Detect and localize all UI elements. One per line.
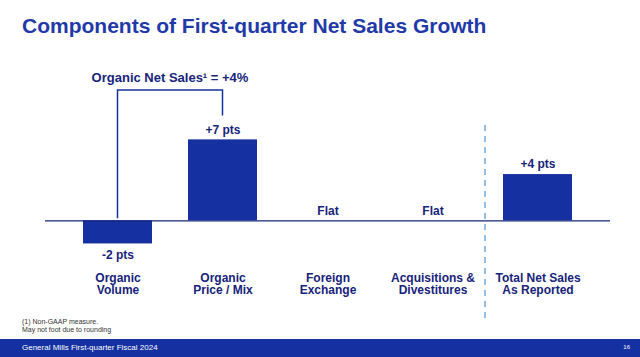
html-text:General Mills First-quarter Fi: General Mills First-quarter Fiscal 2024 (22, 343, 158, 352)
svg-text:Flat: Flat (422, 204, 443, 218)
html-text:Components of First-quarter Ne: Components of First-quarter Net Sales Gr… (22, 14, 487, 37)
svg-text:+4 pts: +4 pts (520, 157, 555, 171)
svg-text:+7 pts: +7 pts (205, 123, 240, 137)
svg-text:Flat: Flat (317, 204, 338, 218)
svg-text:-2 pts: -2 pts (102, 248, 134, 262)
svg-text:ForeignExchange: ForeignExchange (300, 271, 357, 297)
svg-text:Acquisitions &Divestitures: Acquisitions &Divestitures (391, 271, 475, 297)
svg-text:OrganicPrice / Mix: OrganicPrice / Mix (193, 271, 253, 297)
svg-text:Organic Net Sales¹ = +4%: Organic Net Sales¹ = +4% (92, 70, 249, 85)
svg-text:OrganicVolume: OrganicVolume (95, 271, 141, 297)
html-text:May not foot due to rounding: May not foot due to rounding (22, 326, 112, 333)
html-text:16: 16 (623, 344, 630, 350)
svg-text:Total Net SalesAs Reported: Total Net SalesAs Reported (495, 271, 580, 297)
html-text:(1) Non-GAAP measure.: (1) Non-GAAP measure. (22, 318, 99, 325)
